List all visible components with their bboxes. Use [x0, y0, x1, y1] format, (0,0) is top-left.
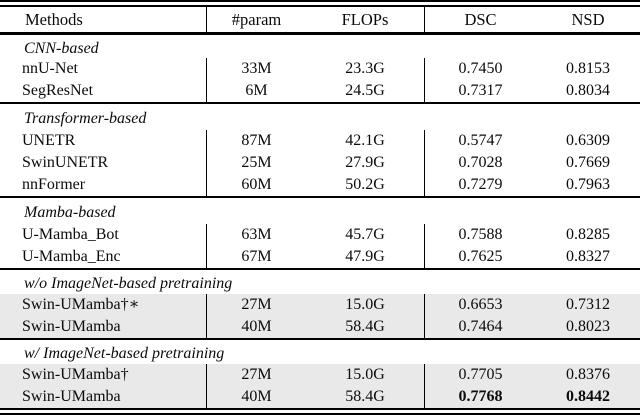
dsc-cell-best: 0.7768 [424, 386, 536, 408]
flops-cell: 50.2G [345, 176, 385, 193]
section-rule [0, 196, 640, 198]
method-cell: SwinUNETR [22, 154, 109, 171]
param-cell: 27M [206, 294, 306, 316]
dsc-cell: 0.7625 [424, 246, 536, 268]
table-row: Swin-UMamba†∗ 27M 15.0G 0.6653 0.7312 [0, 294, 640, 316]
flops-cell: 23.3G [345, 60, 385, 77]
section-label-cnn: CNN-based [24, 39, 99, 57]
param-cell: 33M [206, 58, 306, 80]
nsd-cell: 0.8376 [566, 366, 610, 383]
dsc-cell: 0.7028 [424, 152, 536, 174]
dsc-cell: 0.5747 [424, 130, 536, 152]
param-cell: 60M [206, 174, 306, 196]
flops-cell: 58.4G [345, 388, 385, 405]
header-flops: FLOPs [341, 9, 389, 29]
nsd-cell: 0.8023 [566, 318, 610, 335]
method-cell: U-Mamba_Enc [22, 248, 121, 265]
param-cell: 40M [206, 316, 306, 338]
param-cell: 40M [206, 386, 306, 408]
param-cell: 6M [206, 80, 306, 102]
flops-cell: 58.4G [345, 318, 385, 335]
header-nsd: NSD [571, 9, 605, 29]
table-row: SegResNet 6M 24.5G 0.7317 0.8034 [0, 80, 640, 102]
flops-cell: 24.5G [345, 82, 385, 99]
nsd-cell: 0.7669 [566, 154, 610, 171]
header-param: #param [206, 7, 306, 32]
table-row: U-Mamba_Bot 63M 45.7G 0.7588 0.8285 [0, 224, 640, 246]
nsd-cell: 0.8034 [566, 82, 610, 99]
flops-cell: 15.0G [345, 366, 385, 383]
top-rule [0, 0, 640, 7]
nsd-cell-best: 0.8442 [566, 388, 610, 405]
bottom-rule [0, 408, 640, 415]
section-label-w-pretraining: w/ ImageNet-based pretraining [24, 345, 225, 362]
param-cell: 67M [206, 246, 306, 268]
method-cell: U-Mamba_Bot [22, 226, 119, 243]
flops-cell: 27.9G [345, 154, 385, 171]
section-label-mamba: Mamba-based [24, 204, 116, 221]
section-label-wo-pretraining: w/o ImageNet-based pretraining [24, 275, 233, 292]
method-cell: Swin-UMamba [22, 318, 121, 335]
method-cell: UNETR [22, 132, 76, 149]
dsc-cell: 0.7464 [424, 316, 536, 338]
method-cell: SegResNet [22, 82, 94, 99]
dsc-cell: 0.7450 [424, 58, 536, 80]
header-row: Methods #param FLOPs DSC NSD [0, 7, 640, 32]
param-cell: 63M [206, 224, 306, 246]
table-row: Swin-UMamba 40M 58.4G 0.7768 0.8442 [0, 386, 640, 408]
dsc-cell: 0.7279 [424, 174, 536, 196]
table-row: SwinUNETR 25M 27.9G 0.7028 0.7669 [0, 152, 640, 174]
dsc-cell: 0.7588 [424, 224, 536, 246]
table-row: nnFormer 60M 50.2G 0.7279 0.7963 [0, 174, 640, 196]
nsd-cell: 0.7963 [566, 176, 610, 193]
method-cell: Swin-UMamba [22, 388, 121, 405]
section-rule [0, 102, 640, 104]
section-rule [0, 268, 640, 270]
param-cell: 87M [206, 130, 306, 152]
header-rule [0, 32, 640, 35]
nsd-cell: 0.8327 [566, 248, 610, 265]
header-dsc: DSC [424, 7, 536, 32]
flops-cell: 47.9G [345, 248, 385, 265]
flops-cell: 42.1G [345, 132, 385, 149]
method-cell: Swin-UMamba† [22, 366, 129, 383]
method-cell: Swin-UMamba†∗ [22, 296, 140, 313]
method-cell: nnFormer [22, 176, 86, 193]
flops-cell: 15.0G [345, 296, 385, 313]
nsd-cell: 0.8153 [566, 60, 610, 77]
method-cell: nnU-Net [22, 60, 78, 77]
table-row: nnU-Net 33M 23.3G 0.7450 0.8153 [0, 58, 640, 80]
nsd-cell: 0.6309 [566, 132, 610, 149]
param-cell: 25M [206, 152, 306, 174]
nsd-cell: 0.8285 [566, 226, 610, 243]
header-methods: Methods [25, 9, 83, 29]
dsc-cell: 0.7705 [424, 364, 536, 386]
flops-cell: 45.7G [345, 226, 385, 243]
table-row: U-Mamba_Enc 67M 47.9G 0.7625 0.8327 [0, 246, 640, 268]
table-row: Swin-UMamba† 27M 15.0G 0.7705 0.8376 [0, 364, 640, 386]
section-rule [0, 338, 640, 340]
param-cell: 27M [206, 364, 306, 386]
section-label-transformer: Transformer-based [24, 110, 147, 127]
table-row: Swin-UMamba 40M 58.4G 0.7464 0.8023 [0, 316, 640, 338]
dsc-cell: 0.6653 [424, 294, 536, 316]
table-row: UNETR 87M 42.1G 0.5747 0.6309 [0, 130, 640, 152]
nsd-cell: 0.7312 [566, 296, 610, 313]
dsc-cell: 0.7317 [424, 80, 536, 102]
